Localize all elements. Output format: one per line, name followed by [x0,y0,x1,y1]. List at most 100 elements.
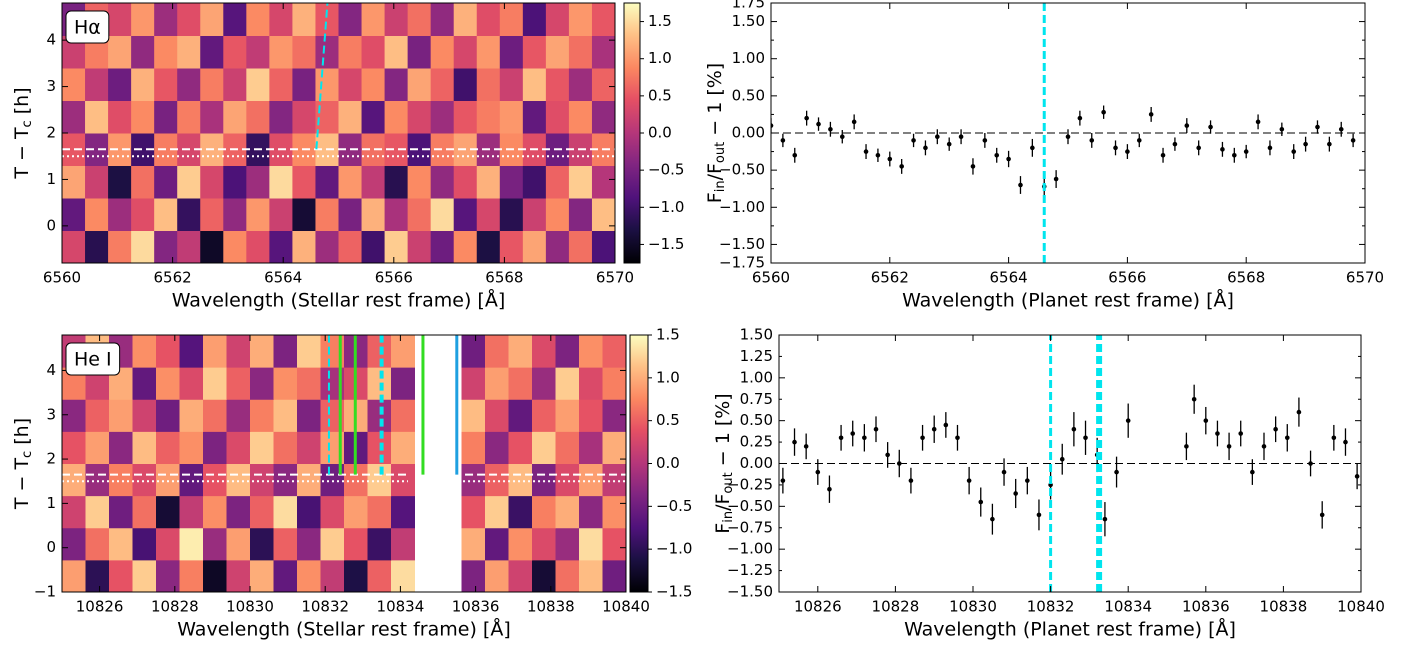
heatmap-cell [154,198,178,231]
heatmap-cell [85,35,109,69]
y-axis-label-part: F [712,523,734,534]
x-tick-label: 10834 [377,598,425,616]
x-tick-label: 10832 [301,598,349,616]
heatmap-cell [532,495,556,529]
data-point [862,435,867,441]
heatmap-cell [361,35,386,69]
heatmap-cell [62,431,86,464]
heatmap-cell [131,100,155,134]
data-point [1036,512,1042,518]
x-tick-label: 10828 [872,598,920,616]
colorbar-tick-label: 1.0 [656,368,680,386]
heatmap-cell [203,463,227,497]
heatmap-cell [391,527,415,561]
y-tick-label: −1.75 [719,254,765,272]
data-point [1006,156,1011,162]
y-axis-label-part: T − T [11,127,33,180]
data-point [1273,426,1278,432]
heatmap-cell [269,35,293,69]
heatmap-cell [499,165,524,199]
heatmap-cell [522,35,547,69]
heatmap-cell [226,527,251,561]
heatmap-cell [292,35,316,69]
heatmap-cell [177,100,201,134]
heatmap-cell [453,100,478,134]
data-point [1303,141,1308,147]
colorbar-tick-label: 1.0 [648,49,672,67]
y-axis-label-part: out [721,472,736,493]
y-tick-label: −1.50 [727,583,773,601]
plot-area [62,3,615,263]
data-point [1071,426,1077,432]
data-point [1220,147,1225,152]
heatmap-cell [361,133,386,166]
data-point [1327,141,1332,147]
heatmap-cell [62,495,86,529]
y-tick-label: 0.50 [732,86,765,104]
heatmap-cell [62,527,86,561]
data-point [1250,469,1255,475]
heatmap-cell [338,165,363,199]
heatmap-cell [177,198,201,231]
data-point [803,444,809,449]
heatmap-cell [223,230,247,263]
heatmap-cell [545,198,570,231]
heatmap-cell [579,431,603,464]
heatmap-cell [391,431,415,464]
heatmap-cell [522,68,547,101]
heatmap-cell [203,399,227,432]
heatmap-cell [555,399,580,432]
heatmap-cell [132,367,157,400]
data-point [1238,431,1244,436]
heatmap-cell [453,198,478,231]
heatmap-cell [384,230,409,263]
heatmap-cell [246,68,270,101]
heatmap-cell [62,35,86,69]
heatmap-cell [430,68,455,101]
heatmap-cell [485,431,509,464]
heatmap-cell [156,559,180,592]
heatmap-cell [407,198,432,231]
y-axis-label: Fin/Fout − 1 [%] [704,63,728,203]
heatmap-cell [461,463,486,497]
heatmap-cell [246,35,270,69]
heatmap-cell [200,230,224,263]
heatmap-cell [108,35,132,69]
data-point [1018,182,1023,188]
heatmap-cell [273,559,298,592]
heatmap-cell [522,165,547,199]
y-tick-label: 0.00 [732,124,765,142]
heatmap-cell [545,35,570,69]
heatmap-cell [485,527,509,561]
y-tick-label: 1.25 [740,347,773,365]
data-point [1160,152,1166,158]
heatmap-cell [200,198,224,231]
data-point [771,123,774,128]
y-tick-label: 1.50 [740,326,773,344]
heatmap-cell [131,35,155,69]
heatmap-cell [391,463,415,497]
x-tick-label: 6560 [752,269,790,287]
heatmap-cell [367,399,392,432]
x-tick-label: 6568 [485,269,523,287]
data-point [828,126,833,132]
heatmap-cell [338,198,363,231]
heatmap-cell [384,198,409,231]
heatmap-cell [85,495,110,529]
x-tick-label: 10830 [226,598,274,616]
data-point [875,152,881,158]
heatmap-cell [591,35,615,69]
y-axis-label-part: [h] [11,418,33,451]
y-tick-label: −0.50 [719,161,765,179]
heatmap-cell [246,100,270,134]
heatmap-cell [273,431,298,464]
data-point [1191,396,1197,402]
heatmap-cell [453,35,478,69]
heatmap-cell [579,495,603,529]
heatmap-cell [508,399,533,432]
y-axis-label-part: − 1 [%] [712,393,734,472]
colorbar [623,2,641,264]
heatmap-cell [361,230,386,263]
heatmap-cell [591,3,615,36]
x-tick-label: 10830 [949,598,997,616]
